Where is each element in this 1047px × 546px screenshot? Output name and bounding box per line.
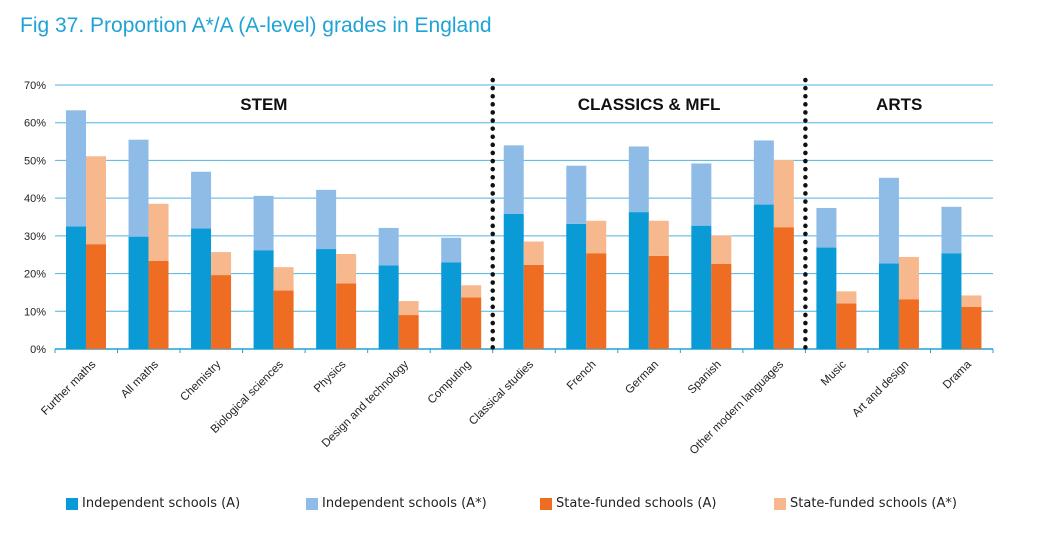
bar-state-astar bbox=[336, 253, 357, 284]
bar-independent-a bbox=[816, 247, 837, 349]
bar-state-astar bbox=[586, 220, 607, 254]
legend-label: State-funded schools (A*) bbox=[790, 496, 957, 511]
legend-item: State-funded schools (A) bbox=[540, 496, 716, 511]
bar-state-a bbox=[461, 297, 482, 349]
bar-independent-astar bbox=[503, 145, 524, 214]
bar-state-astar bbox=[211, 252, 232, 276]
bar-state-astar bbox=[523, 241, 544, 265]
bar-independent-a bbox=[66, 226, 86, 349]
bar-independent-a bbox=[503, 213, 524, 349]
legend-item: Independent schools (A) bbox=[66, 496, 240, 511]
bar-independent-a bbox=[941, 253, 962, 349]
bar-state-astar bbox=[273, 267, 294, 291]
y-tick-label: 70% bbox=[24, 80, 46, 92]
y-tick-label: 20% bbox=[24, 269, 46, 281]
bar-independent-astar bbox=[66, 110, 86, 227]
bar-state-a bbox=[86, 244, 106, 349]
bar-independent-astar bbox=[628, 146, 649, 213]
bar-independent-a bbox=[628, 212, 649, 349]
bar-state-a bbox=[836, 303, 857, 349]
bar-state-a bbox=[211, 275, 232, 349]
group-label: ARTS bbox=[876, 95, 922, 114]
x-category-label: Spanish bbox=[686, 359, 724, 397]
x-category-label: Drama bbox=[941, 358, 974, 391]
y-tick-label: 30% bbox=[24, 231, 46, 243]
bar-independent-a bbox=[316, 249, 337, 349]
y-tick-label: 40% bbox=[24, 193, 46, 205]
bar-independent-a bbox=[128, 236, 149, 349]
bar-independent-astar bbox=[691, 163, 712, 226]
group-label: CLASSICS & MFL bbox=[578, 95, 721, 114]
bar-state-a bbox=[273, 290, 294, 349]
bar-state-a bbox=[398, 315, 419, 349]
x-category-label: Art and design bbox=[850, 359, 911, 420]
x-category-label: Physics bbox=[312, 358, 349, 395]
bar-independent-astar bbox=[878, 177, 899, 264]
bar-state-a bbox=[586, 253, 607, 349]
bar-state-a bbox=[961, 306, 982, 349]
chart-title: Fig 37. Proportion A*/A (A-level) grades… bbox=[20, 14, 492, 37]
bar-independent-astar bbox=[441, 237, 462, 263]
y-tick-label: 0% bbox=[30, 344, 46, 356]
y-tick-label: 50% bbox=[24, 155, 46, 167]
bar-state-a bbox=[898, 299, 919, 349]
bar-independent-a bbox=[378, 265, 399, 349]
bar-state-astar bbox=[773, 160, 794, 228]
x-category-label: Music bbox=[819, 358, 849, 388]
bar-independent-a bbox=[566, 223, 587, 349]
bar-state-astar bbox=[398, 301, 419, 316]
y-tick-label: 10% bbox=[24, 306, 46, 318]
bar-independent-a bbox=[191, 228, 212, 349]
x-category-label: Chemistry bbox=[178, 358, 223, 403]
bar-independent-a bbox=[753, 204, 774, 349]
bar-independent-a bbox=[878, 263, 899, 349]
bar-state-a bbox=[336, 283, 357, 349]
bar-independent-astar bbox=[128, 139, 149, 237]
bar-state-astar bbox=[836, 291, 857, 304]
bar-independent-a bbox=[691, 225, 712, 349]
group-label: STEM bbox=[240, 95, 287, 114]
x-category-label: French bbox=[565, 359, 599, 393]
bar-independent-astar bbox=[378, 227, 399, 266]
legend-swatch bbox=[306, 497, 318, 510]
x-category-label: German bbox=[623, 359, 661, 397]
legend-item: Independent schools (A*) bbox=[306, 496, 487, 511]
bar-state-astar bbox=[898, 256, 919, 300]
bar-independent-astar bbox=[816, 207, 837, 248]
legend-swatch bbox=[540, 497, 552, 510]
chart-legend: Independent schools (A) Independent schoo… bbox=[0, 496, 1047, 518]
legend-label: Independent schools (A) bbox=[82, 496, 241, 511]
bar-state-astar bbox=[711, 235, 732, 264]
bar-state-a bbox=[711, 263, 732, 349]
bar-state-a bbox=[523, 264, 544, 349]
bar-state-astar bbox=[461, 285, 482, 298]
legend-label: Independent schools (A*) bbox=[322, 496, 487, 511]
legend-label: State-funded schools (A) bbox=[556, 496, 717, 511]
bar-independent-astar bbox=[253, 195, 274, 251]
x-category-label: Further maths bbox=[39, 358, 98, 417]
x-category-label: Computing bbox=[426, 359, 474, 407]
legend-item: State-funded schools (A*) bbox=[774, 496, 957, 511]
legend-swatch bbox=[774, 497, 786, 510]
bar-independent-a bbox=[441, 262, 462, 349]
y-tick-label: 60% bbox=[24, 118, 46, 130]
bar-independent-astar bbox=[191, 171, 212, 229]
x-category-label: All maths bbox=[119, 358, 161, 400]
bar-state-a bbox=[648, 255, 669, 349]
bar-state-astar bbox=[148, 203, 169, 261]
bar-independent-astar bbox=[941, 206, 962, 254]
bar-independent-astar bbox=[566, 165, 587, 224]
bar-state-astar bbox=[648, 220, 669, 256]
bar-state-a bbox=[773, 227, 794, 349]
bar-state-astar bbox=[86, 156, 106, 245]
bar-independent-astar bbox=[753, 140, 774, 205]
x-category-label: Classical studies bbox=[467, 358, 536, 427]
bar-independent-a bbox=[253, 250, 274, 349]
legend-swatch bbox=[66, 497, 78, 510]
bar-independent-astar bbox=[316, 189, 337, 250]
bar-state-a bbox=[148, 260, 169, 349]
bar-state-astar bbox=[961, 295, 982, 307]
